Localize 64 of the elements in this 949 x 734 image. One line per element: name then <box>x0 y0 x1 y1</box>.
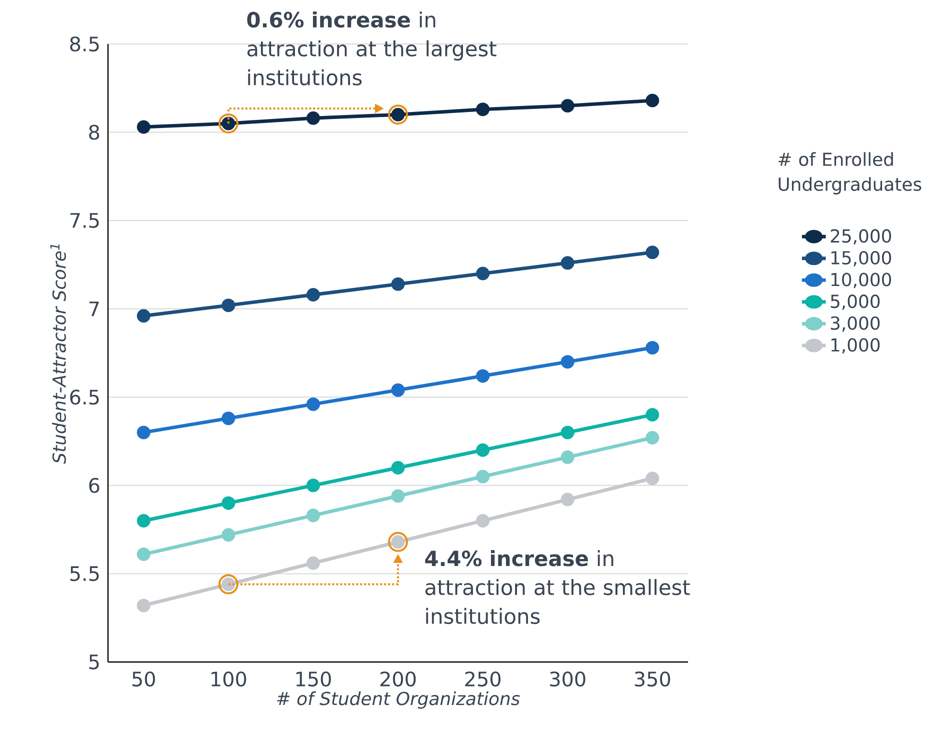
point <box>306 556 320 570</box>
point <box>222 496 236 510</box>
point <box>391 489 405 503</box>
legend-label: 10,000 <box>831 272 892 288</box>
point <box>136 120 150 134</box>
point <box>646 94 660 108</box>
point <box>306 478 320 492</box>
point <box>560 256 574 270</box>
point <box>476 102 490 116</box>
point <box>391 277 405 291</box>
point <box>476 266 490 280</box>
point <box>646 340 660 354</box>
point <box>646 472 660 486</box>
y-tick-label: 6 <box>89 478 100 493</box>
y-axis-title: Student-Attractor Score$^{1}$ <box>50 244 66 464</box>
y-tick-label: 8.5 <box>70 36 99 52</box>
point <box>222 528 236 542</box>
y-tick-label: 5.5 <box>70 566 99 582</box>
x-tick-label: 50 <box>132 672 155 687</box>
x-axis-title: # of Student Organizations <box>277 691 520 709</box>
y-tick-label: 7 <box>89 302 99 316</box>
point <box>560 492 574 506</box>
x-tick-label: 250 <box>465 672 500 687</box>
point <box>222 412 236 426</box>
legend-title: # of Enrolled Undergraduates <box>778 152 922 194</box>
point <box>560 450 574 464</box>
y-tick-label: 7.5 <box>70 213 99 228</box>
point <box>306 508 320 522</box>
point <box>646 430 660 444</box>
x-tick-label: 100 <box>212 672 246 687</box>
x-tick-label: 150 <box>296 672 331 687</box>
legend-label: 15,000 <box>831 250 892 266</box>
annotation: 4.4% increase in attraction at the smallest institutions <box>425 550 690 624</box>
point <box>560 355 574 369</box>
legend-label: 3,000 <box>830 316 880 332</box>
legend-label: 5,000 <box>830 294 880 310</box>
y-tick-label: 5 <box>89 654 99 670</box>
point <box>560 99 574 113</box>
point <box>222 298 236 312</box>
point <box>476 514 490 528</box>
legend-label: 1,000 <box>831 338 880 354</box>
y-tick-label: 6.5 <box>70 390 99 405</box>
x-tick-label: 200 <box>380 672 416 687</box>
point <box>476 470 490 484</box>
point <box>560 426 574 440</box>
point <box>136 514 150 528</box>
annotation: 0.6% increase in attraction at the largest institutions <box>247 11 496 86</box>
point <box>136 426 150 440</box>
point <box>306 111 320 125</box>
point <box>306 288 320 302</box>
point <box>136 548 150 562</box>
point <box>476 443 490 457</box>
x-tick-label: 300 <box>550 672 586 687</box>
point <box>476 369 490 383</box>
point <box>646 408 660 422</box>
point <box>391 383 405 397</box>
y-tick-label: 8 <box>89 124 100 140</box>
point <box>391 461 405 475</box>
point <box>646 246 660 260</box>
point <box>306 397 320 411</box>
point <box>136 309 150 323</box>
legend-label: 25,000 <box>830 229 892 245</box>
point <box>136 598 150 612</box>
x-tick-label: 350 <box>634 672 670 687</box>
